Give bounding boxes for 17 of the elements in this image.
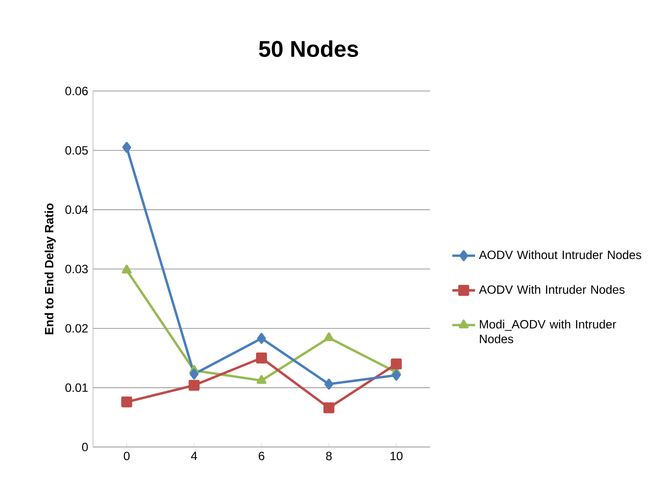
y-tick-label: 0.04 xyxy=(65,205,88,214)
y-tick-label: 0.02 xyxy=(65,324,88,333)
x-tick-label: 10 xyxy=(390,452,403,460)
y-tick-label: 0.05 xyxy=(65,146,88,155)
x-tick-label: 6 xyxy=(258,452,264,460)
y-tick-label: 0.01 xyxy=(65,383,88,392)
y-tick-label: 0.03 xyxy=(65,264,88,274)
chart-title: 50 Nodes xyxy=(258,40,358,57)
y-axis-title: End to End Delay Ratio xyxy=(44,203,56,334)
legend-label: Modi_AODV with Intruder Nodes xyxy=(480,320,616,344)
y-tick-label: 0 xyxy=(82,442,88,452)
y-tick-label: 0.06 xyxy=(65,86,88,96)
x-tick-label: 4 xyxy=(191,452,198,460)
x-tick-label: 0 xyxy=(124,452,130,460)
legend-label: AODV With Intruder Nodes xyxy=(478,285,625,294)
x-tick-label: 8 xyxy=(326,452,332,460)
legend-label: AODV Without Intruder Nodes xyxy=(478,250,642,260)
